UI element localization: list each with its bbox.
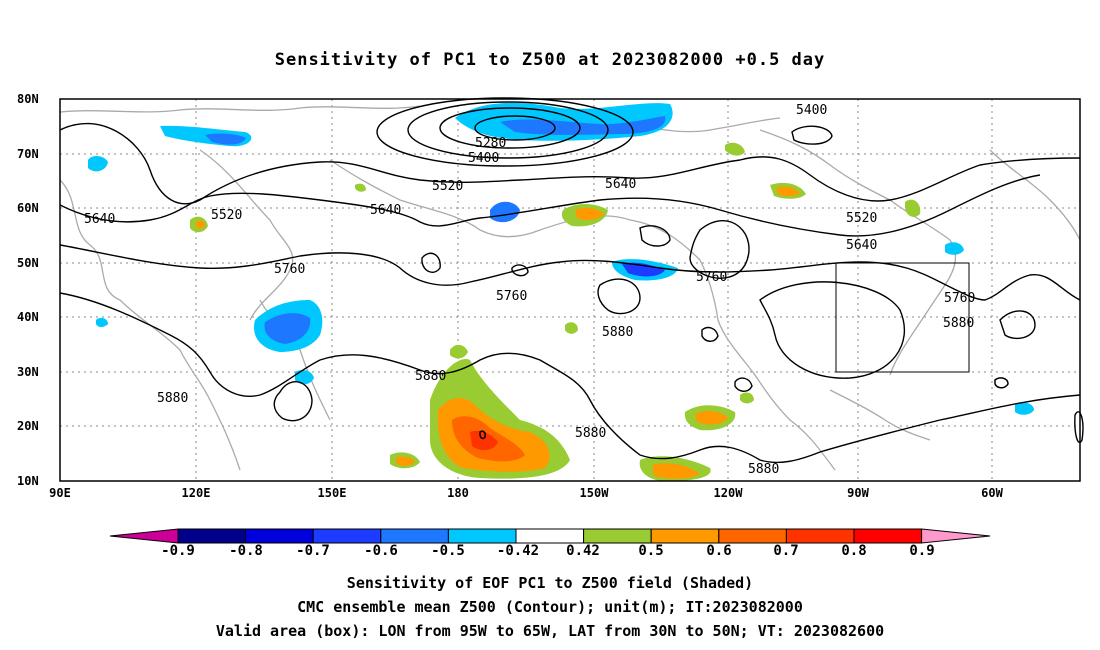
colorbar-high-triangle bbox=[921, 528, 991, 544]
lat-label-70n: 70N bbox=[17, 147, 39, 161]
coastlines bbox=[59, 105, 1081, 471]
contour-label: 5760 bbox=[274, 262, 305, 277]
colorbar-low-triangle bbox=[109, 528, 179, 544]
shaded-sensitivity bbox=[88, 102, 1034, 482]
contour-label: 5520 bbox=[846, 211, 877, 226]
contour-label: 5640 bbox=[846, 238, 877, 253]
colorbar-label: 0.7 bbox=[773, 543, 799, 559]
caption-line-1: Sensitivity of EOF PC1 to Z500 field (Sh… bbox=[346, 574, 754, 592]
colorbar-segment bbox=[312, 528, 382, 544]
caption-line-2: CMC ensemble mean Z500 (Contour); unit(m… bbox=[297, 598, 803, 616]
contour-label: 5640 bbox=[84, 212, 115, 227]
colorbar-label: -0.42 bbox=[496, 543, 540, 559]
colorbar-label: -0.5 bbox=[431, 543, 465, 559]
contour-label: 5880 bbox=[157, 391, 188, 406]
lon-label-180: 180 bbox=[447, 486, 469, 500]
colorbar-segment bbox=[583, 528, 652, 544]
colorbar-label: -0.6 bbox=[364, 543, 398, 559]
colorbar-label: -0.9 bbox=[161, 543, 195, 559]
lat-label-40n: 40N bbox=[17, 310, 39, 324]
small-closed-contour-2 bbox=[994, 377, 1009, 389]
colorbar-label: 0.8 bbox=[841, 543, 867, 559]
lat-label-20n: 20N bbox=[17, 419, 39, 433]
colorbar-segment bbox=[447, 528, 517, 544]
contour-label: 5880 bbox=[943, 316, 974, 331]
contour-label: 5640 bbox=[605, 177, 636, 192]
contour-label: 5880 bbox=[748, 462, 779, 477]
contour-label: 5280 bbox=[475, 136, 506, 151]
contour-label: 5880 bbox=[575, 426, 606, 441]
lon-label-120w: 120W bbox=[713, 486, 743, 500]
lon-label-120e: 120E bbox=[181, 486, 211, 500]
lat-label-50n: 50N bbox=[17, 256, 39, 270]
colorbar-label: 0.6 bbox=[706, 543, 732, 559]
colorbar-label: 0.42 bbox=[566, 543, 600, 559]
valid-area-box bbox=[835, 262, 970, 373]
contour-label: 5640 bbox=[370, 203, 401, 218]
lon-label-90w: 90W bbox=[847, 486, 869, 500]
contour-labels: 5400 5280 5400 5520 5640 5640 5520 5640 … bbox=[84, 103, 975, 477]
lon-label-60w: 60W bbox=[981, 486, 1003, 500]
colorbar-segment bbox=[650, 528, 720, 544]
contour-label: 5400 bbox=[468, 151, 499, 166]
map-frame bbox=[59, 98, 1081, 482]
colorbar bbox=[109, 528, 991, 544]
map-title: Sensitivity of PC1 to Z500 at 2023082000… bbox=[274, 50, 826, 70]
colorbar-segment bbox=[380, 528, 449, 544]
colorbar-segment bbox=[718, 528, 787, 544]
contour-label: 5880 bbox=[602, 325, 633, 340]
contour-label: 5760 bbox=[696, 270, 727, 285]
caption-line-3: Valid area (box): LON from 95W to 65W, L… bbox=[215, 622, 885, 640]
colorbar-segment bbox=[785, 528, 855, 544]
colorbar-label: -0.7 bbox=[296, 543, 330, 559]
contour-label: 5400 bbox=[796, 103, 827, 118]
colorbar-label: -0.8 bbox=[229, 543, 263, 559]
colorbar-segment bbox=[515, 528, 585, 544]
lat-label-10n: 10N bbox=[17, 474, 39, 488]
lon-label-90e: 90E bbox=[49, 486, 71, 500]
colorbar-label: 0.9 bbox=[909, 543, 935, 559]
contour-label: 5880 bbox=[415, 369, 446, 384]
lon-label-150w: 150W bbox=[579, 486, 609, 500]
colorbar-segment bbox=[177, 528, 247, 544]
colorbar-segment bbox=[853, 528, 923, 544]
lat-label-80n: 80N bbox=[17, 92, 39, 106]
colorbar-label: 0.5 bbox=[638, 543, 664, 559]
lat-label-30n: 30N bbox=[17, 365, 39, 379]
lon-label-150e: 150E bbox=[317, 486, 347, 500]
small-closed-contour bbox=[479, 430, 486, 440]
z500-contours bbox=[59, 97, 1084, 464]
contour-label: 5760 bbox=[496, 289, 527, 304]
contour-label: 5520 bbox=[211, 208, 242, 223]
lat-label-60n: 60N bbox=[17, 201, 39, 215]
contour-label: 5760 bbox=[944, 291, 975, 306]
colorbar-segment bbox=[245, 528, 314, 544]
contour-label: 5520 bbox=[432, 179, 463, 194]
